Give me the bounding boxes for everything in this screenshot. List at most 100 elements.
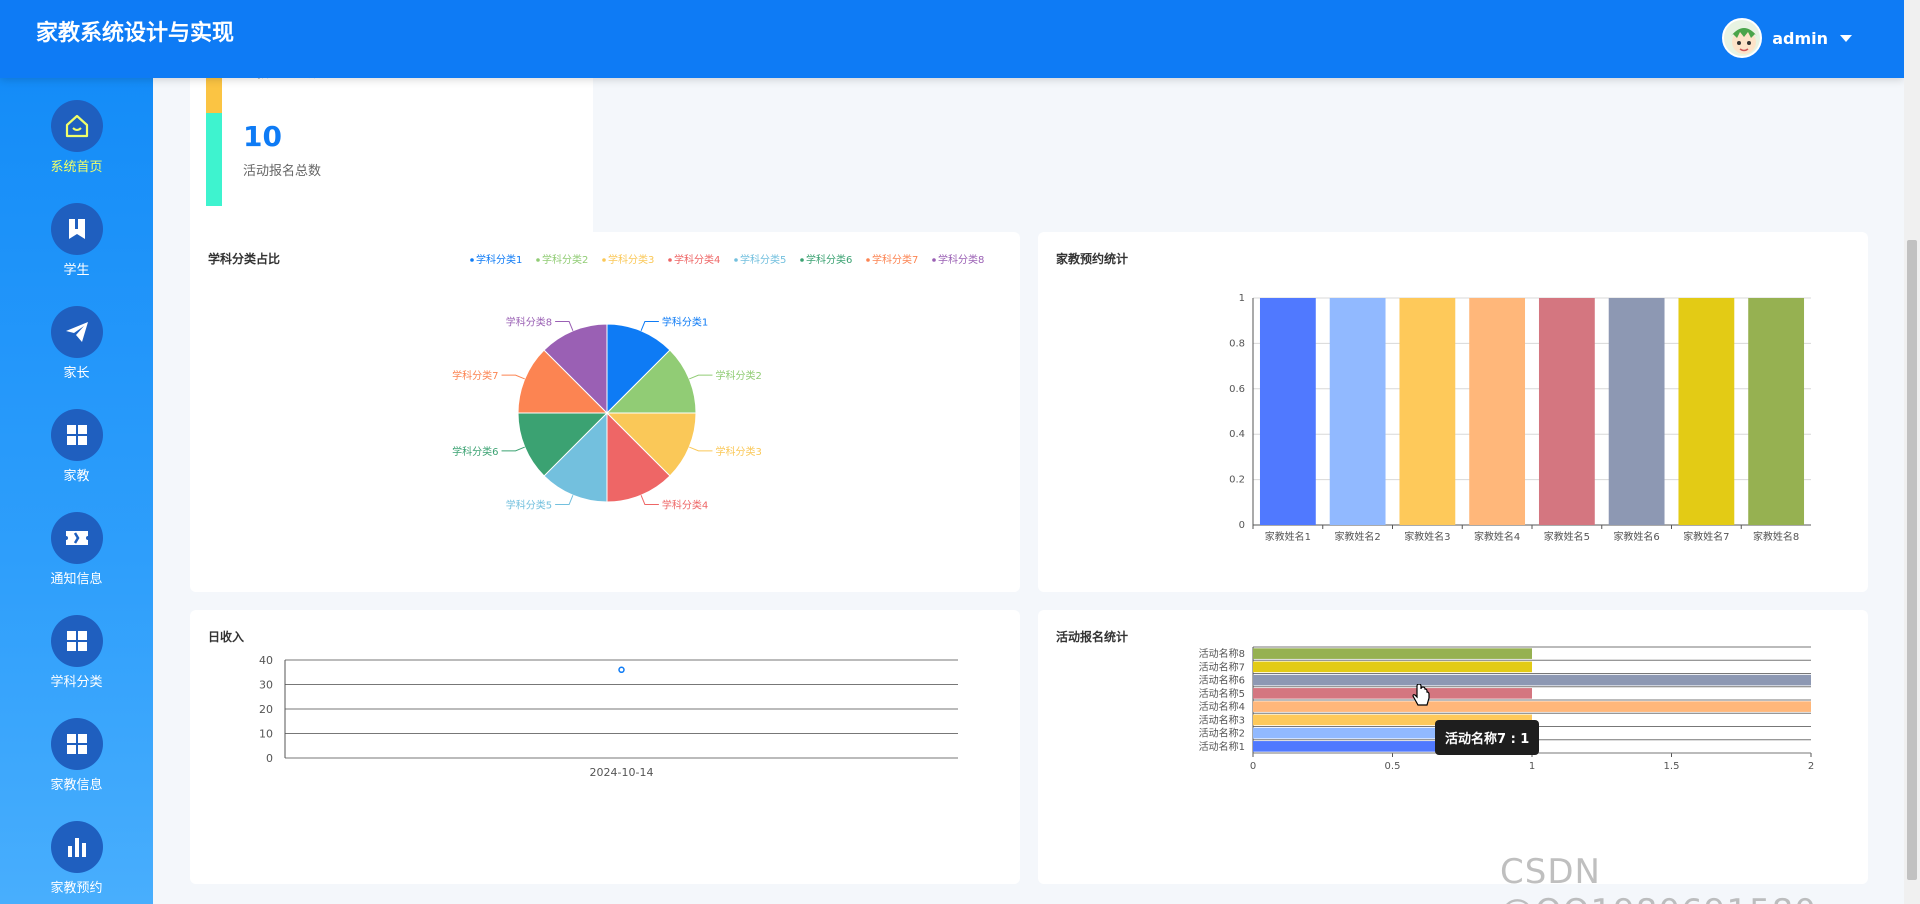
pie-slice [605, 349, 697, 414]
legend-marker [734, 258, 738, 262]
sidebar-item-bookings[interactable]: 家教预约 [0, 799, 153, 899]
sidebar-item-label: 通知信息 [50, 572, 103, 587]
x-tick-label: 家教姓名5 [1544, 530, 1590, 543]
y-tick-label: 0 [266, 752, 273, 765]
user-avatar[interactable] [1722, 18, 1763, 58]
pie-label-line [640, 495, 659, 505]
sidebar-item-parents[interactable]: 家长 [0, 284, 153, 384]
legend-label: 学科分类5 [740, 253, 786, 266]
bar-chart-icon [50, 821, 103, 873]
bar [1399, 298, 1456, 525]
y-tick-label: 0.2 [1229, 475, 1245, 486]
y-tick-label: 1 [1239, 293, 1245, 304]
sidebar-item-tutors[interactable]: 家教 [0, 387, 153, 487]
y-tick-label: 30 [259, 679, 273, 692]
x-tick-label: 0.5 [1385, 761, 1401, 772]
sidebar-item-label: 家教信息 [50, 778, 103, 793]
scrollbar-thumb[interactable] [1907, 240, 1917, 880]
pie-slice [606, 411, 671, 503]
pie-slice [543, 323, 608, 415]
x-tick-label: 1.5 [1664, 761, 1680, 772]
legend-marker [800, 258, 804, 262]
pie-label: 学科分类2 [715, 369, 761, 382]
x-tick-label: 家教姓名6 [1613, 530, 1659, 543]
x-tick-label: 2 [1808, 761, 1814, 772]
x-tick-label: 2024-10-14 [590, 766, 654, 779]
legend-marker [932, 258, 936, 262]
legend-marker [668, 258, 672, 262]
y-tick-label: 活动名称4 [1199, 700, 1245, 713]
pie-slice [517, 349, 609, 414]
y-tick-label: 0 [1239, 520, 1245, 531]
chart-title: 学科分类占比 [208, 252, 281, 266]
bar [1253, 688, 1532, 699]
home-icon [50, 100, 103, 152]
bar-chart: 0 0.2 0.4 0.6 0.8 1 家教姓名1 家教姓名2 家教姓名3 家教姓名4 家教姓名5 家… [1229, 293, 1811, 543]
main-content: 家教预约总数 10 活动报名总数 学科分类占比 学科分类8学科分类7学科分类6学… [153, 68, 1904, 904]
y-tick-label: 0.8 [1229, 338, 1245, 349]
hand-cursor-icon [1412, 684, 1430, 706]
legend-marker [602, 258, 606, 262]
x-tick-label: 0 [1250, 761, 1256, 772]
stat-value: 10 [243, 120, 282, 153]
page-scrollbar[interactable] [1904, 0, 1920, 904]
legend-label: 学科分类7 [872, 253, 918, 266]
legend-marker [866, 258, 870, 262]
sidebar-item-label: 家教预约 [50, 881, 103, 896]
legend-label: 学科分类3 [608, 253, 654, 266]
sidebar-item-subjects[interactable]: 学科分类 [0, 593, 153, 693]
sidebar-item-students[interactable]: 学生 [0, 181, 153, 281]
sidebar-item-label: 学科分类 [50, 675, 103, 690]
sidebar-item-home[interactable]: 系统首页 [0, 78, 153, 178]
pie-label: 学科分类8 [506, 316, 552, 329]
chevron-down-icon[interactable] [1840, 34, 1852, 42]
legend-label: 学科分类2 [542, 253, 588, 266]
x-tick-label: 家教姓名2 [1334, 530, 1380, 543]
y-tick-label: 0.4 [1229, 429, 1245, 440]
pie-slice [606, 323, 671, 415]
pie-label-line [501, 374, 525, 380]
pie-label: 学科分类3 [715, 445, 761, 458]
bar [1608, 298, 1665, 525]
pie-slice [605, 412, 697, 477]
y-tick-label: 活动名称5 [1199, 687, 1245, 700]
pie-label-line [689, 446, 713, 452]
x-tick-label: 家教姓名4 [1474, 530, 1520, 543]
chart-title: 活动报名统计 [1056, 630, 1129, 644]
x-tick-label: 家教姓名7 [1683, 530, 1729, 543]
bar [1329, 298, 1386, 525]
chart-tooltip: 活动名称7 : 1 [1435, 720, 1540, 755]
pie-label-line [555, 321, 574, 331]
y-tick-label: 活动名称2 [1199, 727, 1245, 740]
pie-label: 学科分类6 [452, 445, 498, 458]
y-tick-label: 活动名称7 [1199, 660, 1245, 673]
bar [1253, 674, 1811, 686]
pie-label: 学科分类4 [662, 498, 708, 511]
legend-marker [470, 258, 474, 262]
sidebar-item-label: 家长 [63, 366, 90, 381]
bar [1253, 727, 1532, 739]
bar [1678, 298, 1735, 525]
sidebar-item-tutor-info[interactable]: 家教信息 [0, 696, 153, 796]
y-tick-label: 40 [259, 654, 273, 667]
watermark: CSDN @QQ1980691580 [1500, 852, 1816, 904]
line-chart: 0 10 20 30 40 2024-10-14 [259, 654, 958, 779]
sidebar-item-notices[interactable]: 通知信息 [0, 490, 153, 590]
chart-title: 家教预约统计 [1056, 252, 1129, 266]
pie-label: 学科分类5 [506, 498, 552, 511]
username[interactable]: admin [1772, 28, 1828, 48]
user-menu[interactable]: admin [1722, 18, 1852, 58]
y-tick-label: 20 [259, 703, 273, 716]
bar [1748, 298, 1805, 525]
sidebar-item-label: 系统首页 [50, 160, 103, 175]
y-tick-label: 活动名称8 [1199, 647, 1245, 660]
grid-icon [50, 409, 103, 461]
bar [1253, 714, 1532, 726]
pie-label: 学科分类1 [662, 316, 708, 329]
pie-label-line [689, 374, 713, 380]
pie-label-line [555, 495, 574, 505]
accent-bar [206, 68, 222, 113]
legend-label: 学科分类4 [674, 253, 720, 266]
y-tick-label: 活动名称1 [1199, 740, 1245, 753]
stat-label: 活动报名总数 [243, 164, 322, 179]
